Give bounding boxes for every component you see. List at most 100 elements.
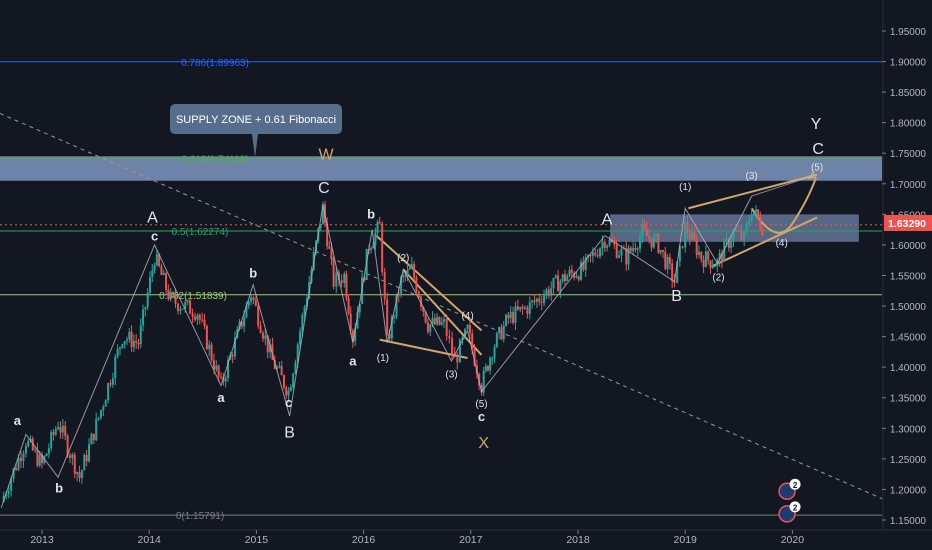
candle-body <box>752 212 755 215</box>
candle-body <box>424 311 427 323</box>
candle-body <box>521 306 524 309</box>
candle-body <box>406 269 409 276</box>
candle-body <box>34 449 37 451</box>
candle-body <box>208 344 211 350</box>
candle-body <box>266 335 269 353</box>
candle-body <box>498 327 501 334</box>
fib-label: 0(1.15791) <box>176 511 224 522</box>
candle-body <box>491 357 494 359</box>
candle-body <box>264 335 267 339</box>
candle-body <box>351 330 354 342</box>
candle-body <box>458 339 461 363</box>
event-markers-layer[interactable]: 22 <box>778 478 801 523</box>
candle-body <box>132 340 135 348</box>
candle-body <box>671 263 674 281</box>
candle-body <box>205 325 208 350</box>
candle-body <box>158 254 161 267</box>
candle-body <box>5 494 8 496</box>
y-tick-label: 1.85000 <box>890 88 927 99</box>
candle-body <box>109 383 112 385</box>
y-tick-label: 1.70000 <box>890 180 927 191</box>
wave-count-line <box>0 195 753 508</box>
wave-projection-line <box>751 174 818 197</box>
wave-label: b <box>249 265 257 280</box>
candle-body <box>584 257 587 270</box>
candle-body <box>684 221 687 248</box>
wave-label: (3) <box>445 370 457 381</box>
candle-body <box>142 309 145 326</box>
candle-body <box>589 254 592 256</box>
channel-line <box>375 235 483 332</box>
candle-body <box>495 333 498 348</box>
candle-body <box>400 276 403 296</box>
candle-body <box>577 276 580 280</box>
candle-body <box>305 298 308 307</box>
candle-body <box>601 241 604 249</box>
candle-body <box>347 298 350 314</box>
candle-body <box>552 278 555 289</box>
candle-body <box>688 233 691 240</box>
candle-body <box>480 385 483 393</box>
candle-body <box>121 344 124 348</box>
candle-body <box>52 432 55 435</box>
candle-body <box>634 248 637 250</box>
wave-labels-layer: abAcabcBCWab(1)(2)(3)(4)(5)cXAB(1)(2)(3)… <box>14 116 824 496</box>
wave-label: A <box>602 212 613 229</box>
candle-body <box>650 238 653 248</box>
event-count-badge <box>789 501 801 513</box>
candle-body <box>550 288 553 296</box>
y-tick-label: 1.15000 <box>890 516 927 527</box>
supply-zone-callout[interactable]: SUPPLY ZONE + 0.61 Fibonacci <box>170 104 342 158</box>
candle-body <box>328 246 331 249</box>
candle-body <box>148 276 151 293</box>
candle-body <box>471 333 474 350</box>
candle-body <box>531 300 534 303</box>
candle-body <box>386 299 389 335</box>
wave-label: a <box>349 353 357 368</box>
candle-body <box>90 433 93 445</box>
x-tick-label: 2016 <box>352 534 376 546</box>
candle-body <box>59 427 62 433</box>
candle-body <box>172 292 175 295</box>
demand-zone <box>610 214 859 242</box>
candle-body <box>639 236 642 249</box>
wave-layer <box>0 174 818 508</box>
candle-body <box>104 400 107 407</box>
candle-body <box>198 315 201 320</box>
wave-label: (2) <box>712 272 724 283</box>
candle-body <box>451 338 454 354</box>
candle-body <box>748 220 751 224</box>
y-tick-label: 1.50000 <box>890 302 927 313</box>
candle-body <box>261 332 264 339</box>
candle-body <box>561 274 564 282</box>
wave-label: a <box>217 390 225 405</box>
channel-line <box>379 338 468 359</box>
candle-body <box>36 449 39 466</box>
y-tick-label: 1.20000 <box>890 485 927 496</box>
y-tick-label: 1.95000 <box>890 27 927 38</box>
channel-line <box>711 216 818 268</box>
candle-body <box>466 324 469 329</box>
candle-body <box>505 314 508 326</box>
candle-body <box>343 273 346 284</box>
candle-body <box>700 251 703 260</box>
candle-body <box>500 327 503 340</box>
last-price-label: 1.63290 <box>884 215 932 231</box>
candle-body <box>664 251 667 269</box>
candle-body <box>151 270 154 277</box>
candle-body <box>212 360 215 370</box>
candle-body <box>337 272 340 281</box>
callout-text: SUPPLY ZONE + 0.61 Fibonacci <box>176 114 336 126</box>
candle-body <box>461 337 464 340</box>
candle-body <box>482 370 485 393</box>
candle-body <box>575 276 578 278</box>
candle-body <box>757 209 760 218</box>
y-tick-label: 1.25000 <box>890 455 927 466</box>
candle-body <box>730 241 733 248</box>
wave-label: c <box>151 229 158 244</box>
candle-body <box>45 453 48 457</box>
candle-body <box>693 231 696 240</box>
y-tick-label: 1.30000 <box>890 424 927 435</box>
candle-body <box>169 292 172 299</box>
